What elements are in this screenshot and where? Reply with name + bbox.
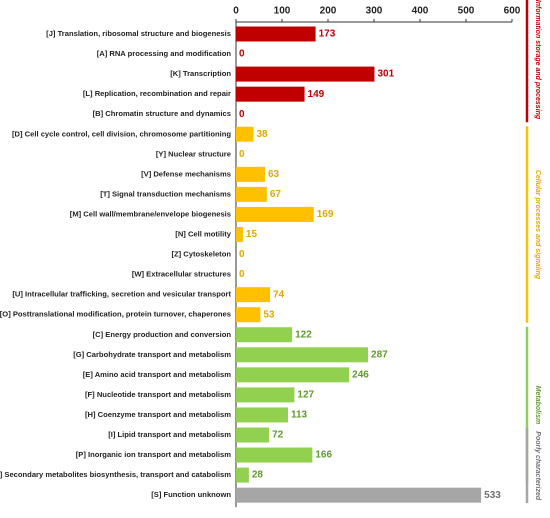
value-label: 15 <box>246 229 258 240</box>
value-label: 28 <box>252 470 264 481</box>
x-tick-label: 300 <box>366 6 383 17</box>
x-tick-label: 500 <box>458 6 475 17</box>
bar <box>236 26 316 42</box>
category-label: [A] RNA processing and modification <box>97 49 232 58</box>
value-label: 287 <box>371 349 388 360</box>
value-label: 53 <box>263 309 275 320</box>
category-label: [J] Translation, ribosomal structure and… <box>46 29 231 38</box>
bar <box>236 86 305 102</box>
category-label: [V] Defense mechanisms <box>141 169 231 178</box>
value-label: 127 <box>297 390 314 401</box>
category-label: [U] Intracellular trafficking, secretion… <box>12 290 231 299</box>
category-label: [Z] Cytoskeleton <box>172 250 232 259</box>
category-label: [G] Carbohydrate transport and metabolis… <box>73 350 231 359</box>
bar <box>236 327 293 343</box>
value-label: 38 <box>256 129 268 140</box>
x-tick-label: 600 <box>504 6 521 17</box>
category-label: [P] Inorganic ion transport and metaboli… <box>76 450 232 459</box>
category-label: [N] Cell motility <box>175 230 231 239</box>
category-label: [F] Nucleotide transport and metabolism <box>85 390 231 399</box>
category-label: [L] Replication, recombination and repai… <box>83 89 231 98</box>
category-label: [H] Coenzyme transport and metabolism <box>85 410 231 419</box>
value-label: 246 <box>352 369 369 380</box>
category-label: [C] Energy production and conversion <box>93 330 232 339</box>
value-label: 0 <box>239 249 245 260</box>
category-label: [M] Cell wall/membrane/envelope biogenes… <box>70 209 231 218</box>
bar <box>236 307 261 323</box>
value-label: 166 <box>315 450 332 461</box>
x-tick-label: 100 <box>274 6 291 17</box>
category-label: [D] Cell cycle control, cell division, c… <box>12 129 231 138</box>
bar <box>236 227 243 242</box>
value-label: 169 <box>317 209 334 220</box>
value-label: 72 <box>272 430 284 441</box>
value-label: 0 <box>239 49 245 60</box>
group-label: Cellular processes and signaling <box>534 170 541 280</box>
bar <box>236 407 288 423</box>
bar <box>236 467 249 483</box>
bar <box>236 447 313 463</box>
bar <box>236 126 254 142</box>
group-label: Metabolism <box>534 386 541 425</box>
bar <box>236 166 265 182</box>
value-label: 113 <box>291 410 308 421</box>
bar <box>236 66 375 82</box>
bar <box>236 367 350 383</box>
category-label: [Y] Nuclear structure <box>156 149 231 158</box>
category-label: [T] Signal transduction mechanisms <box>100 189 231 198</box>
x-tick-label: 200 <box>320 6 337 17</box>
bar <box>236 287 271 303</box>
value-label: 301 <box>377 69 394 80</box>
bar <box>236 206 314 222</box>
value-label: 0 <box>239 109 245 120</box>
value-label: 0 <box>239 269 245 280</box>
value-label: 173 <box>319 29 336 40</box>
value-label: 122 <box>295 329 312 340</box>
bar <box>236 487 482 503</box>
group-label: Information storage and processing <box>534 0 541 120</box>
bar <box>236 427 270 443</box>
group-label: Poorly characterized <box>534 431 541 501</box>
category-label: [I] Lipid transport and metabolism <box>108 430 231 439</box>
x-tick-label: 400 <box>412 6 429 17</box>
bar <box>236 186 267 202</box>
x-tick-label: 0 <box>233 6 239 17</box>
category-label: [W] Extracellular structures <box>132 270 231 279</box>
category-label: [O] Posttranslational modification, prot… <box>0 310 231 319</box>
value-label: 74 <box>273 289 285 300</box>
category-label: [Q] Secondary metabolites biosynthesis, … <box>0 470 231 479</box>
category-label: [S] Function unknown <box>151 490 231 499</box>
category-label: [K] Transcription <box>170 69 231 78</box>
value-label: 0 <box>239 149 245 160</box>
value-label: 63 <box>268 169 280 180</box>
bar <box>236 347 369 363</box>
category-label: [E] Amino acid transport and metabolism <box>83 370 231 379</box>
value-label: 533 <box>484 490 501 501</box>
category-label: [B] Chromatin structure and dynamics <box>93 109 231 118</box>
value-label: 67 <box>270 189 282 200</box>
value-label: 149 <box>308 89 325 100</box>
bar <box>236 387 295 403</box>
